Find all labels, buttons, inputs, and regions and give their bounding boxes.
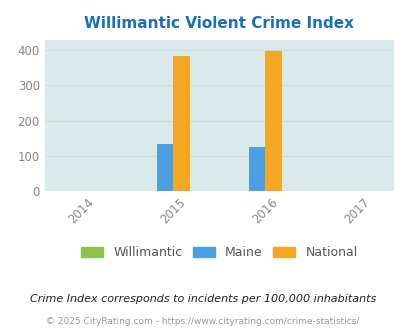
Title: Willimantic Violent Crime Index: Willimantic Violent Crime Index: [84, 16, 354, 31]
Text: Crime Index corresponds to incidents per 100,000 inhabitants: Crime Index corresponds to incidents per…: [30, 294, 375, 304]
Legend: Willimantic, Maine, National: Willimantic, Maine, National: [81, 246, 357, 259]
Bar: [173, 56, 190, 191]
Text: © 2025 CityRating.com - https://www.cityrating.com/crime-statistics/: © 2025 CityRating.com - https://www.city…: [46, 317, 359, 326]
Bar: [156, 145, 173, 191]
Bar: [248, 147, 264, 191]
Bar: [264, 51, 281, 191]
